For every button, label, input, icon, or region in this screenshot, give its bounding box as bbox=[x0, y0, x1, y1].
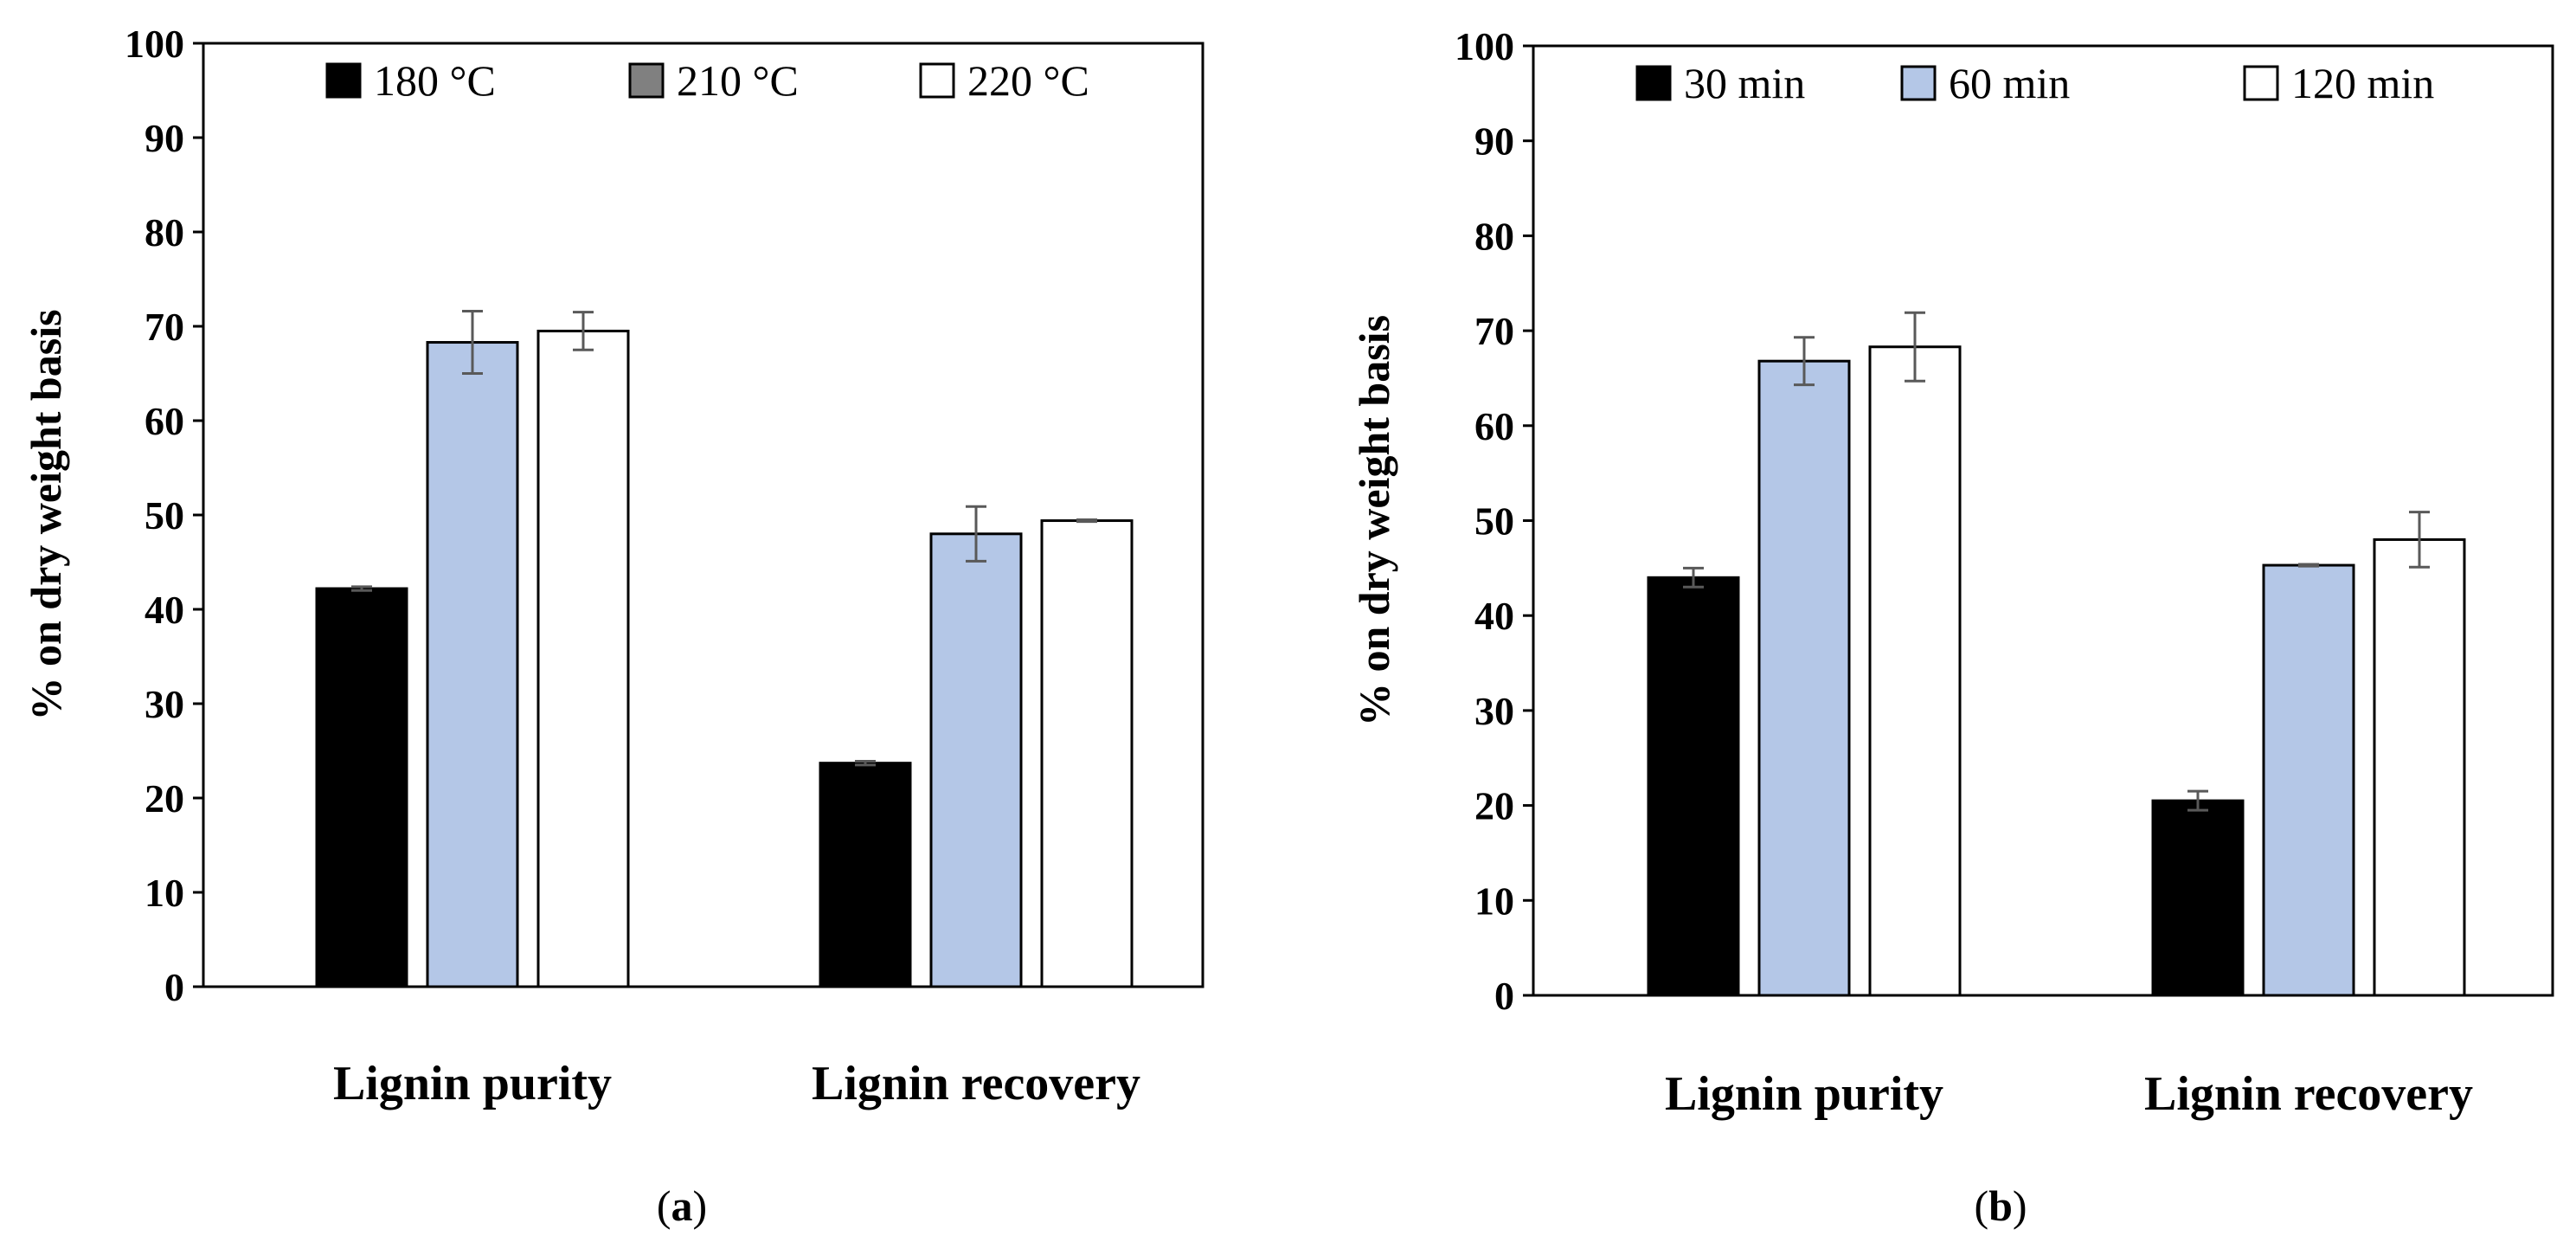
chart-panel-b: 0 10 20 30 40 50 60 70 80 90 100 % on dry weight ba… bbox=[1350, 24, 2554, 1230]
bar bbox=[819, 762, 912, 988]
bar bbox=[2151, 799, 2245, 997]
y-tick-label: 30 bbox=[1474, 689, 1514, 733]
legend-swatch bbox=[628, 62, 665, 99]
y-tick-label: 60 bbox=[145, 399, 184, 443]
legend-swatch bbox=[1900, 65, 1937, 101]
y-tick-label: 80 bbox=[145, 210, 184, 254]
bar bbox=[2262, 563, 2355, 997]
bar bbox=[536, 329, 630, 988]
x-category-label: Lignin recovery bbox=[2144, 1067, 2473, 1121]
bar bbox=[426, 341, 519, 988]
y-tick-label: 10 bbox=[145, 871, 184, 915]
bar bbox=[2373, 537, 2466, 997]
legend-label: 210 °C bbox=[677, 56, 799, 105]
y-tick-label: 50 bbox=[145, 493, 184, 537]
legend-swatch bbox=[325, 62, 362, 99]
legend-label: 60 min bbox=[1949, 59, 2070, 107]
x-category-label: Lignin purity bbox=[1665, 1067, 1943, 1121]
legend-label: 220 °C bbox=[967, 56, 1089, 105]
y-tick-label: 80 bbox=[1474, 214, 1514, 258]
y-tick-label: 90 bbox=[145, 116, 184, 160]
y-tick-label: 40 bbox=[1474, 594, 1514, 638]
y-tick-label: 50 bbox=[1474, 499, 1514, 544]
panel-caption: (a) bbox=[657, 1181, 707, 1230]
y-tick-label: 0 bbox=[164, 965, 184, 1009]
y-axis-label: % on dry weight basis bbox=[1350, 315, 1398, 726]
bar bbox=[315, 587, 408, 988]
y-tick-label: 10 bbox=[1474, 878, 1514, 923]
x-category-label: Lignin purity bbox=[333, 1057, 612, 1110]
y-axis-label: % on dry weight basis bbox=[22, 309, 70, 720]
bar bbox=[1647, 576, 1740, 997]
bar bbox=[1040, 519, 1134, 988]
legend-label: 30 min bbox=[1684, 59, 1805, 107]
legend-swatch bbox=[1635, 65, 1672, 101]
y-tick-label: 40 bbox=[145, 588, 184, 632]
y-tick-label: 70 bbox=[145, 305, 184, 349]
y-tick-label: 90 bbox=[1474, 119, 1514, 164]
panel-caption: (b) bbox=[1974, 1181, 2027, 1230]
y-tick-label: 100 bbox=[1455, 24, 1514, 68]
y-tick-label: 100 bbox=[125, 22, 184, 66]
legend-swatch bbox=[919, 62, 955, 99]
y-tick-label: 0 bbox=[1494, 974, 1514, 1018]
bar bbox=[1757, 359, 1851, 997]
y-tick-label: 70 bbox=[1474, 309, 1514, 353]
legend-label: 180 °C bbox=[374, 56, 496, 105]
bar bbox=[1868, 345, 1962, 997]
legend-label: 120 min bbox=[2291, 59, 2434, 107]
y-tick-label: 20 bbox=[145, 776, 184, 821]
bar bbox=[929, 532, 1023, 988]
y-tick-label: 20 bbox=[1474, 784, 1514, 828]
y-tick-label: 30 bbox=[145, 682, 184, 726]
chart-panel-a: 0 10 20 30 40 50 60 70 80 90 100 % on dry weight ba… bbox=[22, 22, 1204, 1230]
x-category-label: Lignin recovery bbox=[812, 1057, 1140, 1110]
legend-swatch bbox=[2243, 65, 2279, 101]
y-tick-label: 60 bbox=[1474, 404, 1514, 448]
